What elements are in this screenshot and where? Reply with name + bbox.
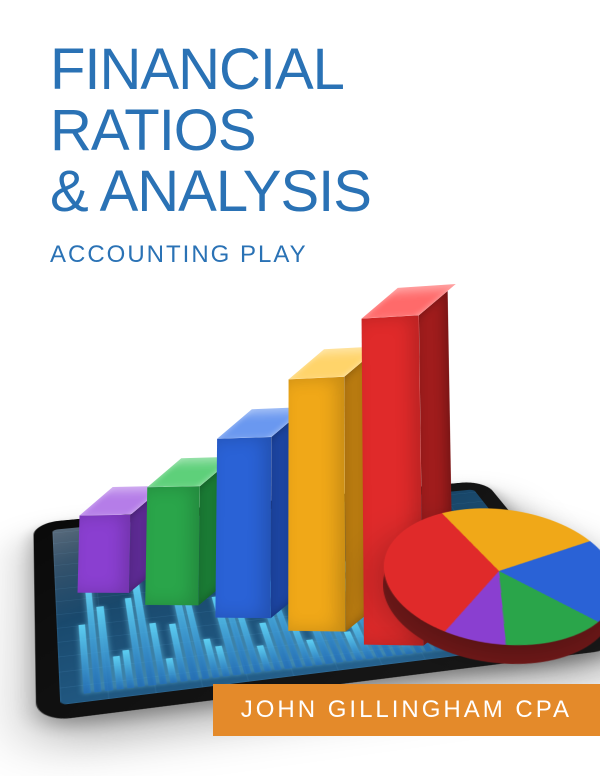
- bar-front: [215, 437, 271, 618]
- screen-mini-bar: [166, 658, 178, 684]
- bar-side: [271, 414, 299, 619]
- title-line-1: FINANCIAL RATIOS: [50, 37, 342, 163]
- pie-top: [383, 504, 600, 650]
- bar-front: [78, 515, 131, 593]
- main-title: FINANCIAL RATIOS & ANALYSIS: [50, 40, 550, 223]
- screen-mini-bar: [257, 645, 272, 671]
- screen-mini-bar: [169, 624, 188, 682]
- book-cover: FINANCIAL RATIOS & ANALYSIS ACCOUNTING P…: [0, 0, 600, 776]
- screen-mini-bar: [215, 645, 230, 676]
- screen-mini-bar: [113, 656, 124, 690]
- screen-mini-bar: [149, 623, 167, 684]
- pie-chart-3d: [383, 504, 600, 650]
- bar-front: [145, 486, 200, 605]
- author-band: JOHN GILLINGHAM CPA: [213, 684, 600, 736]
- title-line-2: & ANALYSIS: [50, 159, 371, 224]
- chart-scene: [0, 280, 600, 700]
- title-block: FINANCIAL RATIOS & ANALYSIS ACCOUNTING P…: [50, 40, 550, 269]
- screen-mini-bar: [306, 639, 323, 665]
- screen-mini-bar: [344, 631, 364, 660]
